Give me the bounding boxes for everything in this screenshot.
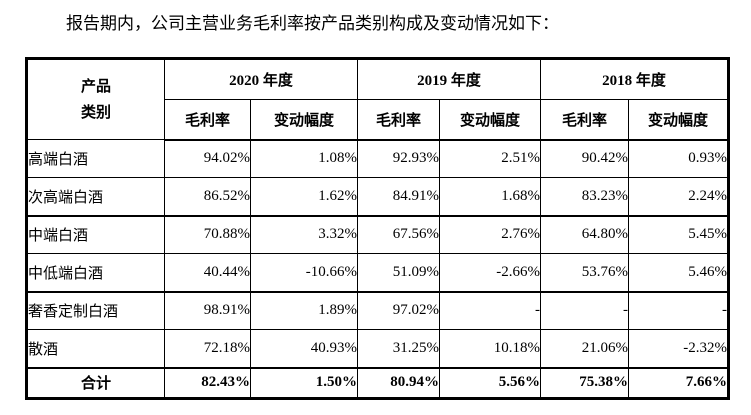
year-header-2018: 2018 年度 xyxy=(540,58,730,100)
value-cell: 64.80% xyxy=(540,215,630,254)
value-cell: 84.91% xyxy=(357,177,441,217)
total-value-cell: 5.56% xyxy=(439,367,542,399)
value-cell: 51.09% xyxy=(357,253,441,293)
value-cell: 1.62% xyxy=(249,177,359,217)
year-header-2020: 2020 年度 xyxy=(163,58,359,100)
category-cell: 中端白酒 xyxy=(26,215,165,254)
value-cell: - xyxy=(540,291,630,330)
table-row: 次高端白酒 86.52% 1.62% 84.91% 1.68% 83.23% 2… xyxy=(26,177,730,217)
value-cell: 0.93% xyxy=(628,139,730,178)
table-row: 高端白酒 94.02% 1.08% 92.93% 2.51% 90.42% 0.… xyxy=(26,139,730,178)
total-label-cell: 合计 xyxy=(26,367,165,399)
category-cell: 散酒 xyxy=(26,329,165,369)
change-header-2019: 变动幅度 xyxy=(439,99,542,141)
gross-margin-header-2020: 毛利率 xyxy=(164,99,251,141)
value-cell: 97.02% xyxy=(357,291,441,330)
category-cell: 奢香定制白酒 xyxy=(26,291,165,330)
total-value-cell: 80.94% xyxy=(357,367,441,399)
value-cell: 72.18% xyxy=(164,329,251,369)
value-cell: 5.45% xyxy=(628,215,730,254)
total-value-cell: 1.50% xyxy=(249,367,359,399)
gross-margin-header-2018: 毛利率 xyxy=(540,99,630,141)
change-header-2020: 变动幅度 xyxy=(249,99,359,141)
value-cell: 98.91% xyxy=(164,291,251,330)
value-cell: 67.56% xyxy=(357,215,441,254)
value-cell: 70.88% xyxy=(164,215,251,254)
change-header-2018: 变动幅度 xyxy=(628,99,730,141)
value-cell: - xyxy=(439,291,542,330)
table-row: 奢香定制白酒 98.91% 1.89% 97.02% - - - xyxy=(26,291,730,330)
category-cell: 次高端白酒 xyxy=(26,177,165,217)
table-row: 中低端白酒 40.44% -10.66% 51.09% -2.66% 53.76… xyxy=(26,253,730,293)
table-total-row: 合计 82.43% 1.50% 80.94% 5.56% 75.38% 7.66… xyxy=(26,367,730,399)
product-category-header: 产品 类别 xyxy=(26,58,165,140)
table-row: 散酒 72.18% 40.93% 31.25% 10.18% 21.06% -2… xyxy=(26,329,730,369)
table-header-years: 产品 类别 2020 年度 2019 年度 2018 年度 xyxy=(26,58,730,140)
product-header-line1: 产品 xyxy=(80,78,111,95)
value-cell: 90.42% xyxy=(540,139,630,178)
value-cell: -2.32% xyxy=(628,329,730,369)
value-cell: -10.66% xyxy=(249,253,359,293)
total-value-cell: 82.43% xyxy=(164,367,251,399)
total-value-cell: 75.38% xyxy=(540,367,630,399)
table-header-subcolumns: 毛利率 变动幅度 毛利率 变动幅度 毛利率 变动幅度 xyxy=(27,99,730,141)
gross-margin-table: 产品 类别 2020 年度 2019 年度 2018 年度 毛利率 变动幅度 毛… xyxy=(25,57,731,400)
table-row: 中端白酒 70.88% 3.32% 67.56% 2.76% 64.80% 5.… xyxy=(26,215,730,254)
value-cell: 3.32% xyxy=(249,215,359,254)
value-cell: 40.93% xyxy=(249,329,359,369)
page-title: 报告期内，公司主营业务毛利率按产品类别构成及变动情况如下： xyxy=(66,14,559,33)
product-header-line2: 类别 xyxy=(80,104,111,121)
value-cell: 10.18% xyxy=(439,329,542,369)
total-value-cell: 7.66% xyxy=(628,367,730,399)
value-cell: -2.66% xyxy=(439,253,542,293)
value-cell: 2.24% xyxy=(628,177,730,217)
value-cell: 1.08% xyxy=(249,139,359,178)
value-cell: 94.02% xyxy=(164,139,251,178)
value-cell: - xyxy=(628,291,730,330)
value-cell: 5.46% xyxy=(628,253,730,293)
value-cell: 86.52% xyxy=(164,177,251,217)
value-cell: 21.06% xyxy=(540,329,630,369)
gross-margin-header-2019: 毛利率 xyxy=(357,99,441,141)
value-cell: 53.76% xyxy=(540,253,630,293)
year-header-2019: 2019 年度 xyxy=(357,58,542,100)
category-cell: 高端白酒 xyxy=(26,139,165,178)
value-cell: 1.68% xyxy=(439,177,542,217)
value-cell: 92.93% xyxy=(357,139,441,178)
value-cell: 1.89% xyxy=(249,291,359,330)
value-cell: 40.44% xyxy=(164,253,251,293)
value-cell: 2.76% xyxy=(439,215,542,254)
category-cell: 中低端白酒 xyxy=(26,253,165,293)
value-cell: 83.23% xyxy=(540,177,630,217)
value-cell: 31.25% xyxy=(357,329,441,369)
value-cell: 2.51% xyxy=(439,139,542,178)
